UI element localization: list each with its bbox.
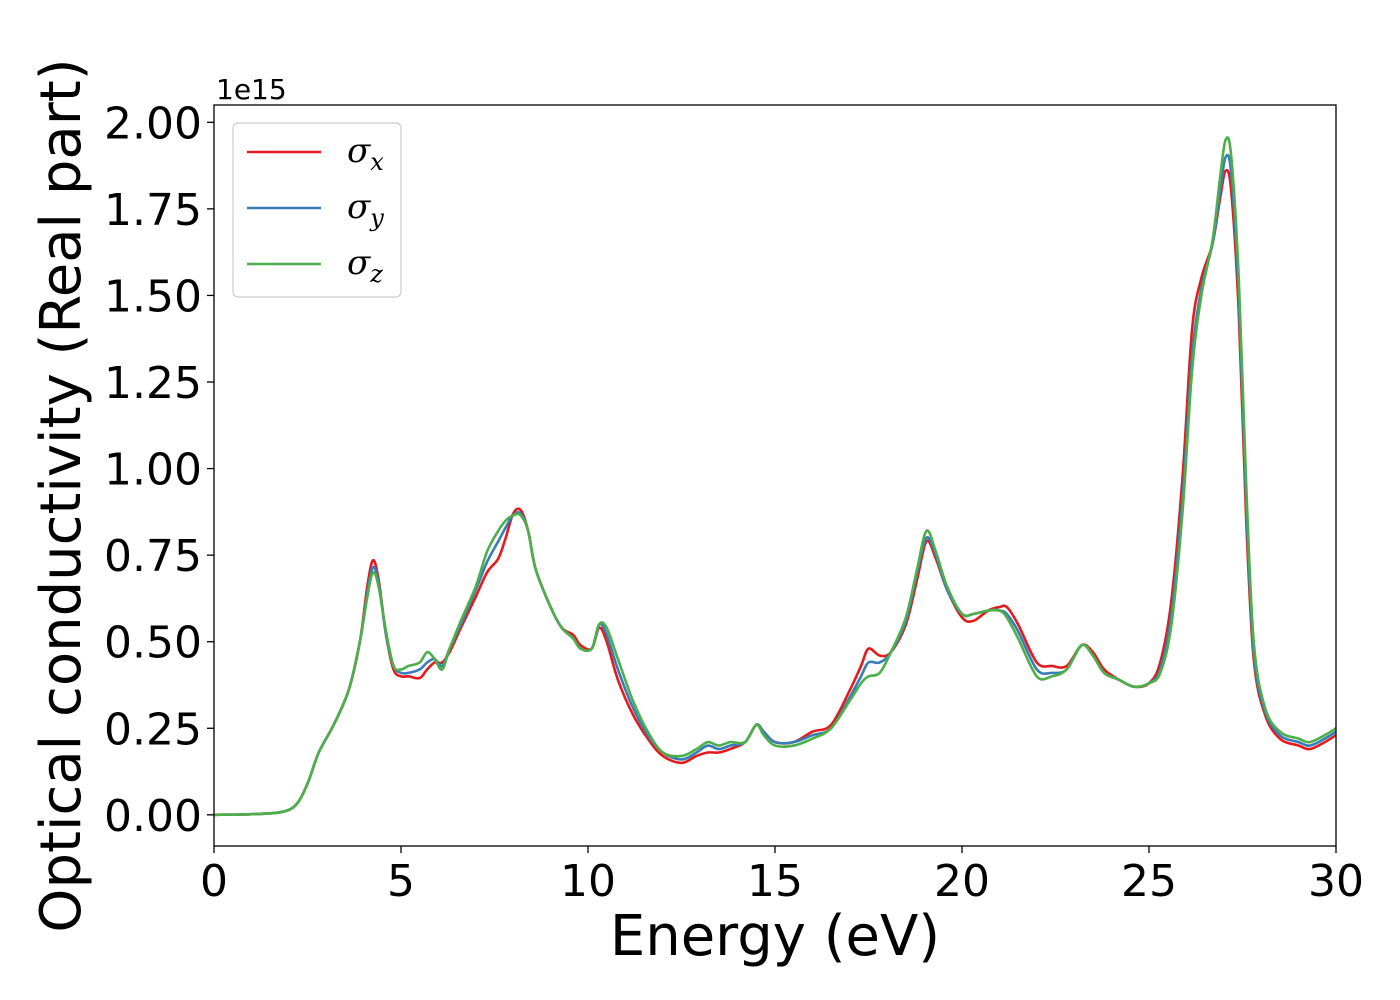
x-tick-label: 30 [1308,856,1364,907]
x-tick-label: 20 [934,856,990,907]
y-tick-label: 0.75 [104,531,202,582]
y-tick-label: 1.00 [104,445,202,496]
x-axis-title: Energy (eV) [610,904,940,969]
y-tick-label: 0.50 [104,618,202,669]
y-tick-label: 2.00 [104,98,202,149]
x-tick-label: 10 [560,856,616,907]
legend-box [232,122,402,298]
series-line-sigma-z [214,136,1336,817]
y-axis-offset-label: 1e15 [216,73,287,106]
x-axis-ticks: 0 5 10 15 20 25 30 [200,846,1364,907]
y-axis-ticks: 0.00 0.25 0.50 0.75 1.00 1.25 1.50 1.75 2.00 [104,98,214,842]
y-tick-label: 1.75 [104,185,202,236]
x-tick-label: 5 [387,856,415,907]
y-axis-title: Optical conductivity (Real part) [29,58,94,932]
y-tick-label: 0.00 [104,791,202,842]
x-tick-label: 0 [200,856,228,907]
y-tick-label: 1.50 [104,271,202,322]
x-tick-label: 25 [1121,856,1177,907]
y-tick-label: 1.25 [104,358,202,409]
y-tick-label: 0.25 [104,704,202,755]
x-tick-label: 15 [747,856,803,907]
